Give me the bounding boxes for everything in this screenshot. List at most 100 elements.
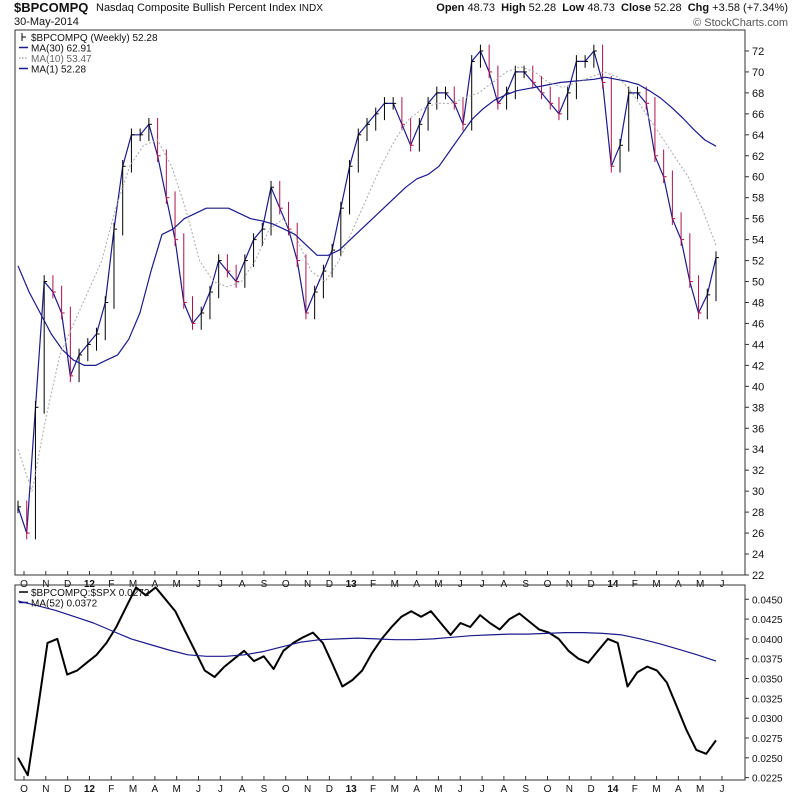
x-tick-label: O	[282, 784, 290, 795]
x-tick-label: F	[632, 784, 638, 795]
x-tick-label: D	[588, 784, 595, 795]
y-tick-label: 70	[752, 67, 764, 79]
x-tick-label: J	[218, 784, 223, 795]
y-tick-label: 22	[752, 570, 764, 582]
x-tick-label: J	[720, 784, 725, 795]
quote-summary: Open 48.73 High 52.28 Low 48.73 Close 52…	[436, 2, 788, 14]
y-tick-label: 0.0450	[752, 595, 783, 606]
x-tick-label: M	[696, 784, 704, 795]
high-value: 52.28	[528, 2, 557, 14]
y-tick-label: 42	[752, 360, 764, 372]
ratio-panel: 0.0225 0.0250 0.0275 0.0300 0.0325 0.0350 0.03…	[14, 584, 783, 795]
chart-symbol: $BPCOMPQ	[14, 0, 89, 15]
chg-value: +3.58 (+7.34%)	[712, 2, 788, 14]
y-tick-label: 72	[752, 46, 764, 58]
y-tick-label: 0.0225	[752, 774, 783, 785]
x-tick-label: M	[434, 784, 442, 795]
x-tick-label: N	[304, 784, 311, 795]
y-tick-label: 0.0325	[752, 694, 783, 705]
watermark: © StockCharts.com	[693, 17, 788, 29]
y-tick-label: 38	[752, 402, 764, 414]
x-tick-label: J	[196, 784, 201, 795]
price-panel: 22 24 26 28 30 32 34 36 38 40 42 44 46 48 50 52 54 56 58 60…	[14, 29, 764, 590]
y-tick-label: 52	[752, 256, 764, 268]
index-name: Nasdaq Composite Bullish Percent Index	[96, 2, 296, 14]
series-line-ma-30-	[17, 76, 717, 366]
y-tick-label: 24	[752, 549, 764, 561]
plot-border	[14, 584, 746, 781]
series-line-ma-10-	[17, 66, 717, 492]
x-tick-label: O	[544, 784, 552, 795]
legend-label: $BPCOMPQ:$SPX 0.0272	[31, 588, 150, 599]
y-tick-label: 0.0375	[752, 655, 783, 666]
x-tick-label: D	[64, 784, 71, 795]
x-tick-label: S	[522, 784, 529, 795]
close-label: Close	[621, 2, 651, 14]
x-tick-label: D	[326, 784, 333, 795]
y-tick-label: 64	[752, 130, 764, 142]
y-tick-label: 58	[752, 193, 764, 205]
y-tick-label: 0.0300	[752, 714, 783, 725]
x-tick-label: A	[675, 784, 682, 795]
y-tick-label: 30	[752, 486, 764, 498]
y-tick-label: 28	[752, 507, 764, 519]
chart-date: 30-May-2014	[14, 16, 79, 28]
y-tick-label: 62	[752, 151, 764, 163]
y-tick-label: 32	[752, 465, 764, 477]
x-tick-label: M	[129, 784, 137, 795]
series-line--bpcompq-spx	[17, 586, 717, 777]
close-value: 52.28	[654, 2, 682, 14]
y-tick-label: 54	[752, 235, 764, 247]
exchange-label: INDX	[299, 3, 323, 14]
x-tick-label: 13	[346, 784, 358, 795]
x-tick-label: 14	[607, 784, 619, 795]
y-tick-label: 40	[752, 381, 764, 393]
x-tick-label: M	[391, 784, 399, 795]
low-value: 48.73	[587, 2, 615, 14]
y-tick-label: 0.0425	[752, 615, 783, 626]
x-tick-label: J	[480, 784, 485, 795]
legend-label: MA(10) 53.47	[31, 54, 92, 65]
legend-label: $BPCOMPQ (Weekly) 52.28	[31, 33, 158, 44]
y-tick-label: 26	[752, 528, 764, 540]
x-tick-label: M	[652, 784, 660, 795]
legend-label: MA(52) 0.0372	[31, 599, 98, 610]
series-line-ma-52-	[17, 600, 717, 662]
y-tick-label: 68	[752, 88, 764, 100]
x-tick-label: A	[239, 784, 246, 795]
open-value: 48.73	[467, 2, 495, 14]
y-tick-label: 66	[752, 109, 764, 121]
x-tick-label: A	[413, 784, 420, 795]
y-tick-label: 0.0350	[752, 675, 783, 686]
y-tick-label: 34	[752, 444, 764, 456]
y-tick-label: 56	[752, 214, 764, 226]
high-label: High	[501, 2, 526, 14]
open-label: Open	[436, 2, 465, 14]
y-tick-label: 0.0250	[752, 754, 783, 765]
x-tick-label: S	[261, 784, 268, 795]
y-tick-label: 50	[752, 277, 764, 289]
x-tick-label: 12	[84, 784, 96, 795]
chart-title: Nasdaq Composite Bullish Percent Index I…	[96, 2, 323, 14]
x-tick-label: F	[108, 784, 114, 795]
x-tick-label: O	[20, 784, 28, 795]
legend-label: MA(30) 62.91	[31, 44, 92, 55]
x-tick-label: J	[458, 784, 463, 795]
legend-label: MA(1) 52.28	[31, 65, 86, 76]
y-tick-label: 0.0400	[752, 635, 783, 646]
y-tick-label: 46	[752, 318, 764, 330]
x-tick-label: A	[501, 784, 508, 795]
x-tick-label: F	[370, 784, 376, 795]
y-tick-label: 44	[752, 339, 764, 351]
x-tick-label: M	[173, 784, 181, 795]
y-tick-label: 0.0275	[752, 734, 783, 745]
x-tick-label: N	[42, 784, 49, 795]
y-tick-label: 48	[752, 298, 764, 310]
y-tick-label: 60	[752, 172, 764, 184]
x-tick-label: A	[152, 784, 159, 795]
plot-border	[14, 29, 746, 576]
y-tick-label: 36	[752, 423, 764, 435]
x-tick-label: N	[566, 784, 573, 795]
low-label: Low	[562, 2, 585, 14]
